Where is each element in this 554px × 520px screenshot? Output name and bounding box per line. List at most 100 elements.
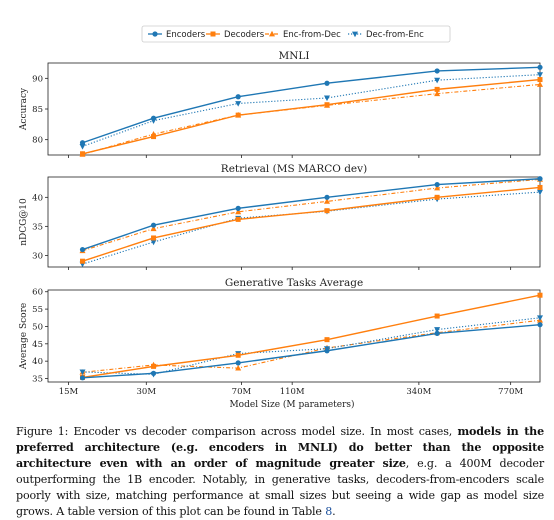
data-point <box>434 181 440 188</box>
data-point <box>434 194 440 200</box>
y-tick-label: 35 <box>32 222 43 232</box>
caption-bold: models in the preferred architecture (e.… <box>16 425 545 470</box>
plot-frame <box>47 176 541 268</box>
y-tick-label: 90 <box>32 74 43 84</box>
data-point <box>434 330 440 336</box>
y-tick-label: 30 <box>32 251 43 261</box>
data-point <box>79 140 86 146</box>
legend-marker <box>210 31 216 37</box>
series-line-decoders <box>82 294 541 379</box>
x-tick-label: 70M <box>232 387 252 397</box>
data-point <box>79 375 86 381</box>
data-point <box>150 225 157 232</box>
x-tick-label: 770M <box>498 387 523 397</box>
data-point <box>235 205 241 211</box>
data-point <box>151 363 157 369</box>
series-line-decoders <box>82 78 541 155</box>
legend-marker <box>152 31 158 37</box>
series-line-enc-from-dec <box>82 178 541 252</box>
series-line-encoders <box>82 324 541 379</box>
plot-frame <box>47 289 541 383</box>
data-point <box>150 115 157 121</box>
data-point <box>537 184 543 190</box>
data-point <box>235 216 241 222</box>
data-point <box>537 315 543 321</box>
data-point <box>235 352 241 358</box>
data-point <box>150 222 157 228</box>
y-tick-label: 45 <box>32 340 43 350</box>
data-point <box>324 80 330 86</box>
series-line-encoders <box>82 66 541 144</box>
data-point <box>537 189 543 196</box>
data-point <box>323 198 330 204</box>
y-axis-label: nDCG@10 <box>19 198 29 246</box>
figure-caption: Figure 1: Encoder vs decoder comparison … <box>16 424 544 520</box>
data-point <box>434 90 441 97</box>
x-tick-label: 15M <box>59 387 79 397</box>
panel-title: MNLI <box>278 50 309 62</box>
data-point <box>324 337 330 343</box>
y-tick-label: 85 <box>32 105 43 115</box>
y-tick-label: 35 <box>32 375 43 385</box>
data-point <box>537 64 543 70</box>
legend-entry: Dec-from-Enc <box>366 30 424 40</box>
data-point <box>235 112 241 118</box>
data-point <box>434 86 440 92</box>
legend-entry: Encoders <box>166 30 206 40</box>
data-point <box>434 184 441 191</box>
caption-text-1: Figure 1: Encoder vs decoder comparison … <box>16 425 458 438</box>
y-axis-label: Average Score <box>19 303 29 370</box>
x-tick-label: 340M <box>406 387 431 397</box>
panel-title: Retrieval (MS MARCO dev) <box>221 163 367 175</box>
y-tick-label: 40 <box>32 193 43 203</box>
legend: Encoders Decoders Enc-from-Dec Dec-from-Enc <box>141 25 451 43</box>
data-point <box>324 348 330 354</box>
y-axis-label: Accuracy <box>19 87 29 131</box>
legend-box <box>141 25 451 43</box>
y-tick-label: 50 <box>32 322 43 332</box>
encoder-decoder-figure: Encoders Decoders Enc-from-Dec Dec-from-Enc… <box>19 25 543 410</box>
data-point <box>235 94 241 100</box>
data-point <box>434 68 440 74</box>
data-point <box>151 235 157 241</box>
data-point <box>235 101 242 107</box>
x-axis-label: Model Size (M parameters) <box>229 399 354 410</box>
data-point <box>79 369 86 376</box>
data-point <box>537 77 543 83</box>
legend-marker <box>269 30 275 37</box>
data-point <box>324 208 330 214</box>
data-point <box>537 292 543 298</box>
data-point <box>434 327 441 333</box>
data-point <box>323 95 330 102</box>
data-point <box>537 72 543 78</box>
y-tick-label: 60 <box>32 288 43 298</box>
data-point <box>537 176 543 182</box>
legend-entry: Enc-from-Dec <box>283 30 341 40</box>
data-point <box>324 194 330 200</box>
series-line-decoders <box>82 186 541 262</box>
y-tick-label: 40 <box>32 357 43 367</box>
data-point <box>537 322 543 328</box>
series-line-encoders <box>82 178 541 251</box>
panel-title: Generative Tasks Average <box>225 277 363 289</box>
data-point <box>151 134 157 140</box>
legend-marker <box>352 31 358 38</box>
data-point <box>235 360 241 366</box>
x-tick-label: 30M <box>137 387 157 397</box>
data-point <box>434 313 440 319</box>
y-tick-label: 80 <box>32 136 43 146</box>
data-point <box>79 144 86 150</box>
data-point <box>150 370 157 376</box>
data-point <box>80 258 86 264</box>
x-tick-label: 110M <box>280 387 305 397</box>
data-point <box>324 102 330 108</box>
data-point <box>434 77 441 84</box>
data-point <box>235 208 242 215</box>
data-point <box>150 239 157 246</box>
y-tick-label: 55 <box>32 305 43 315</box>
data-point <box>537 81 543 87</box>
series-line-enc-from-dec <box>82 319 541 373</box>
data-point <box>80 151 86 157</box>
